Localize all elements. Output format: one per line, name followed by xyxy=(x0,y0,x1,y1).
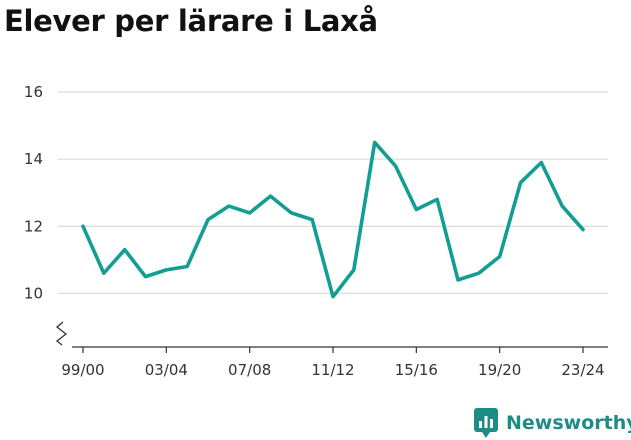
brand-name: Newsworthy xyxy=(506,412,631,434)
x-tick-label: 03/04 xyxy=(145,361,188,379)
x-tick-label: 19/20 xyxy=(478,361,521,379)
chart-title: Elever per lärare i Laxå xyxy=(4,4,378,38)
gridlines xyxy=(58,91,608,294)
y-tick-label: 12 xyxy=(24,217,43,235)
brand-logo: Newsworthy xyxy=(474,406,631,440)
x-tick-label: 15/16 xyxy=(395,361,438,379)
series-line-0 xyxy=(81,140,585,299)
y-axis-labels: 10 12 14 16 xyxy=(24,83,43,302)
newsworthy-logo-icon xyxy=(474,408,498,438)
y-axis-break-icon xyxy=(55,321,68,346)
x-tick-label: 99/00 xyxy=(61,361,104,379)
x-tick-label: 07/08 xyxy=(228,361,271,379)
series-layer xyxy=(81,140,585,299)
x-tick-label: 23/24 xyxy=(561,361,604,379)
y-tick-label: 14 xyxy=(24,150,43,168)
y-tick-label: 10 xyxy=(24,284,43,302)
x-axis-ticks: 99/00 03/04 07/08 11/12 15/16 19/20 23/24 xyxy=(61,347,605,379)
y-tick-label: 16 xyxy=(24,83,43,101)
x-tick-label: 11/12 xyxy=(311,361,354,379)
